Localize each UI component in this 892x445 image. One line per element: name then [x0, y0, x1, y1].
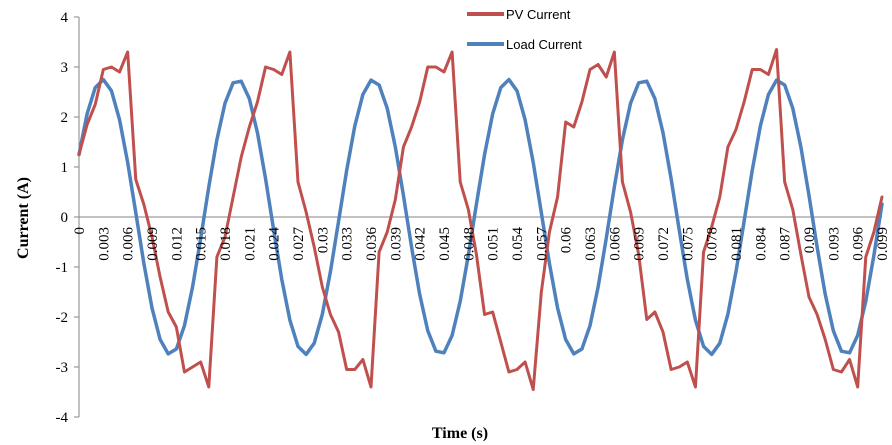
plot-area [77, 17, 884, 417]
x-tick-label: 0.039 [388, 227, 404, 261]
x-tick-label: 0.009 [145, 227, 161, 261]
x-tick-label: 0.06 [559, 227, 575, 254]
x-tick-label: 0.084 [753, 227, 769, 261]
x-tick-label: 0.093 [826, 227, 842, 261]
x-tick-label: 0.054 [510, 227, 526, 261]
x-tick-label: 0.057 [534, 227, 550, 261]
x-tick-label: 0.003 [96, 227, 112, 261]
x-tick-label: 0.051 [486, 227, 502, 261]
x-tick-label: 0.081 [729, 227, 745, 261]
x-tick-label: 0.024 [267, 227, 283, 261]
x-tick-label: 0.099 [875, 227, 891, 261]
x-tick-label: 0.006 [121, 227, 137, 261]
x-axis-tick-labels: 0 0.003 0.006 0.009 0.012 0.015 0.018 0.021 0.02… [72, 227, 891, 261]
y-tick-label: -4 [56, 410, 69, 426]
x-tick-label: 0.063 [583, 227, 599, 261]
x-tick-label: 0.048 [461, 227, 477, 261]
x-tick-label: 0.078 [705, 227, 721, 261]
x-tick-label: 0.09 [802, 227, 818, 253]
y-axis-title: Current (A) [15, 177, 32, 259]
y-tick-label: -2 [56, 310, 69, 326]
x-tick-label: 0.012 [169, 227, 185, 261]
x-tick-label: 0.042 [413, 227, 429, 261]
legend-label-load-current: Load Current [506, 37, 582, 52]
x-tick-label: 0.045 [437, 227, 453, 261]
x-tick-label: 0.03 [315, 227, 331, 253]
x-tick-label: 0.066 [607, 227, 623, 261]
y-axis-tick-labels: -4 -3 -2 -1 0 1 2 3 4 [56, 10, 79, 426]
x-tick-label: 0.036 [364, 227, 380, 261]
legend-item-load-current: Load Current [467, 37, 582, 52]
x-tick-label: 0.018 [218, 227, 234, 261]
x-tick-label: 0.015 [194, 227, 210, 261]
x-tick-label: 0.072 [656, 227, 672, 261]
x-tick-label: 0.021 [242, 227, 258, 261]
y-tick-label: -3 [56, 360, 69, 376]
legend-item-pv-current: PV Current [467, 7, 571, 22]
x-tick-label: 0.096 [851, 227, 867, 261]
x-tick-label: 0.033 [340, 227, 356, 261]
series-line-pv-current [77, 48, 884, 391]
y-tick-label: 4 [61, 10, 69, 26]
series-line-load-current [77, 77, 884, 357]
legend: PV Current Load Current [467, 7, 582, 52]
y-tick-label: 2 [61, 110, 69, 126]
legend-label-pv-current: PV Current [506, 7, 571, 22]
y-tick-label: 3 [61, 60, 69, 76]
y-tick-label: 0 [61, 210, 69, 226]
x-axis-title: Time (s) [432, 425, 488, 442]
x-tick-label: 0.069 [632, 227, 648, 261]
y-tick-label: 1 [61, 160, 69, 176]
y-tick-label: -1 [56, 260, 69, 276]
x-tick-label: 0.075 [680, 227, 696, 261]
x-tick-label: 0.087 [778, 227, 794, 261]
x-tick-label: 0.027 [291, 227, 307, 261]
x-tick-label: 0 [72, 227, 88, 235]
